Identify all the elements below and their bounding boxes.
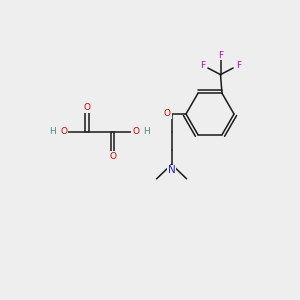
Text: N: N: [168, 165, 176, 176]
Text: O: O: [60, 128, 68, 136]
Text: H: H: [50, 128, 56, 136]
Text: O: O: [132, 128, 139, 136]
Text: F: F: [236, 61, 242, 70]
Text: F: F: [200, 61, 205, 70]
Text: O: O: [83, 103, 91, 112]
Text: O: O: [164, 110, 171, 118]
Text: O: O: [109, 152, 116, 161]
Text: H: H: [143, 128, 150, 136]
Text: F: F: [218, 51, 223, 60]
